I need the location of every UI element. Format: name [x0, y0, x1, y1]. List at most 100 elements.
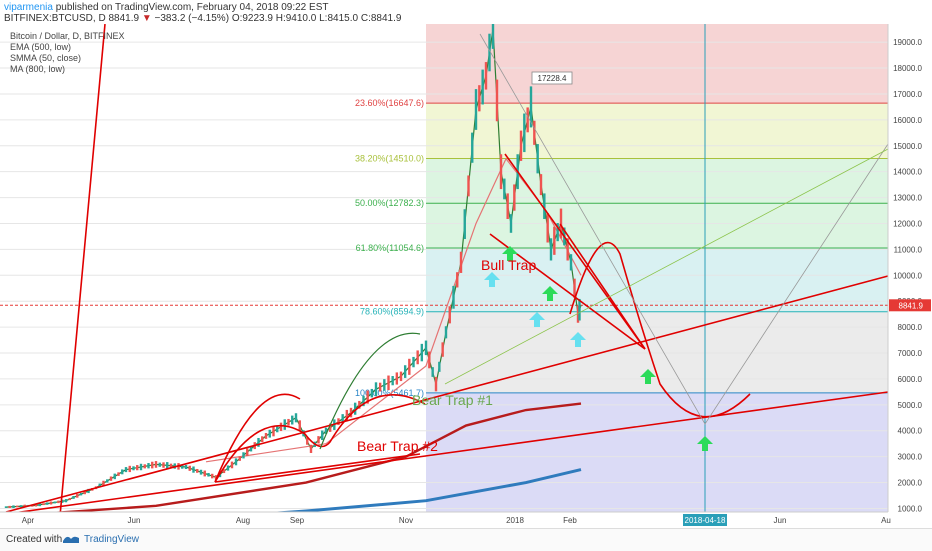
- candle-mark: [166, 462, 169, 469]
- candle-mark: [113, 473, 116, 480]
- candle-mark: [98, 483, 101, 488]
- time-tick-label: Apr: [22, 516, 35, 525]
- candle-mark: [533, 120, 536, 145]
- price-tick-label: 17000.0: [893, 90, 922, 99]
- candle-mark: [519, 130, 523, 161]
- candle-mark: [61, 499, 64, 503]
- tradingview-logo-icon: [63, 536, 79, 543]
- red-trendline: [214, 453, 421, 483]
- candle-mark: [283, 419, 286, 430]
- price-tick-label: 14000.0: [893, 168, 922, 177]
- red-trendline: [5, 275, 889, 513]
- candle-mark: [102, 480, 105, 486]
- candle-mark: [169, 463, 173, 468]
- price-axis-panel: [888, 24, 932, 528]
- up-arrow-icon: [529, 312, 545, 327]
- candle-mark: [87, 488, 90, 494]
- candle-mark: [192, 466, 195, 473]
- candle-mark: [556, 223, 559, 242]
- author-link[interactable]: viparmenia: [4, 2, 53, 13]
- price-axis[interactable]: 1000.0 2000.0 3000.0 4000.0 5000.0 6000.0 7000…: [887, 24, 932, 528]
- price-tick-label: 2000.0: [898, 479, 923, 488]
- candle-mark: [578, 298, 581, 321]
- candle-mark: [151, 461, 154, 469]
- candle-mark: [309, 444, 313, 453]
- up-arrow-icon: [570, 332, 586, 347]
- candle-mark: [268, 429, 271, 438]
- candle-mark: [222, 469, 226, 474]
- candle-mark: [474, 89, 478, 130]
- candle-mark: [549, 238, 553, 261]
- candle-mark: [143, 464, 146, 469]
- candle-mark: [184, 464, 188, 470]
- candle-mark: [139, 463, 143, 471]
- candle-mark: [349, 407, 353, 418]
- indicator-legend: Bitcoin / Dollar, D, BITFINEX EMA (500, …: [10, 31, 125, 75]
- up-arrow-icon: [484, 272, 500, 287]
- candle-mark: [128, 465, 131, 473]
- bear-trap-1-label: Bear Trap #1: [412, 392, 493, 408]
- candle-mark: [539, 174, 543, 196]
- candle-mark: [324, 427, 328, 434]
- candle-mark: [391, 376, 394, 386]
- fib-level-label: 50.00%(12782.3): [355, 198, 424, 208]
- time-tick-label: Au: [881, 516, 891, 525]
- red-trendline: [569, 241, 751, 418]
- time-tick-label: Sep: [290, 516, 305, 525]
- candle-mark: [4, 506, 8, 508]
- legend-smma[interactable]: SMMA (50, close): [10, 53, 82, 63]
- last-price: 8841.9: [108, 13, 140, 24]
- candle-mark: [317, 436, 320, 444]
- red-trendline: [5, 391, 889, 515]
- candle-mark: [181, 464, 184, 469]
- candle-mark: [196, 468, 199, 473]
- green-curve: [319, 332, 421, 450]
- price-tick-label: 15000.0: [893, 142, 922, 151]
- low-value: L:8415.0: [319, 13, 359, 24]
- candle-mark: [428, 351, 431, 369]
- fib-zone-1: [426, 103, 888, 159]
- candle-mark: [441, 342, 444, 357]
- price-chart[interactable]: 23.60%(16647.6) 38.20%(14510.0) 50.00%(127…: [0, 24, 932, 528]
- candle-mark: [358, 400, 361, 409]
- annotation-markers: 17228.4 Bull Trap Bear Trap #1 Bear Trap #2: [357, 71, 713, 454]
- candle-mark: [306, 437, 309, 445]
- legend-ema[interactable]: EMA (500, low): [10, 42, 72, 52]
- candle-mark: [399, 371, 403, 382]
- last-price-tag-label: 8841.9: [899, 301, 924, 310]
- up-arrow-icon: [542, 286, 558, 301]
- candle-mark: [109, 476, 113, 481]
- candle-mark: [249, 446, 253, 452]
- candle-mark: [211, 473, 214, 479]
- candle-mark: [438, 361, 441, 372]
- date-tag-label: 2018-04-18: [685, 516, 726, 525]
- time-tick-label: Jun: [128, 516, 141, 525]
- price-tick-label: 4000.0: [898, 427, 923, 436]
- red-trendline: [214, 394, 426, 483]
- candle-mark: [8, 505, 11, 509]
- tradingview-link[interactable]: TradingView: [84, 534, 140, 545]
- candle-mark: [553, 226, 556, 255]
- candle-mark: [147, 463, 150, 469]
- candle-mark: [471, 132, 474, 163]
- price-tick-label: 1000.0: [898, 504, 923, 513]
- price-tick-label: 12000.0: [893, 219, 922, 228]
- green-trendline: [444, 148, 889, 385]
- fib-zone-3: [426, 203, 888, 248]
- candle-mark: [431, 367, 434, 377]
- candle-mark: [374, 382, 378, 397]
- candle-mark: [408, 358, 411, 375]
- price-tick-label: 19000.0: [893, 38, 922, 47]
- candle-mark: [467, 175, 470, 197]
- bull-trap-label: Bull Trap: [481, 257, 536, 273]
- candle-mark: [499, 154, 503, 190]
- legend-ma[interactable]: MA (800, low): [10, 64, 66, 74]
- symbol-label: BITFINEX:BTCUSD, D: [4, 13, 106, 24]
- fib-level-label: 100.00%(5461.7): [355, 388, 424, 398]
- candle-mark: [76, 493, 79, 498]
- last-price-tag: [889, 299, 931, 312]
- candle-mark: [132, 466, 135, 471]
- created-with-label: Created with: [6, 534, 63, 545]
- candle-mark: [257, 437, 260, 447]
